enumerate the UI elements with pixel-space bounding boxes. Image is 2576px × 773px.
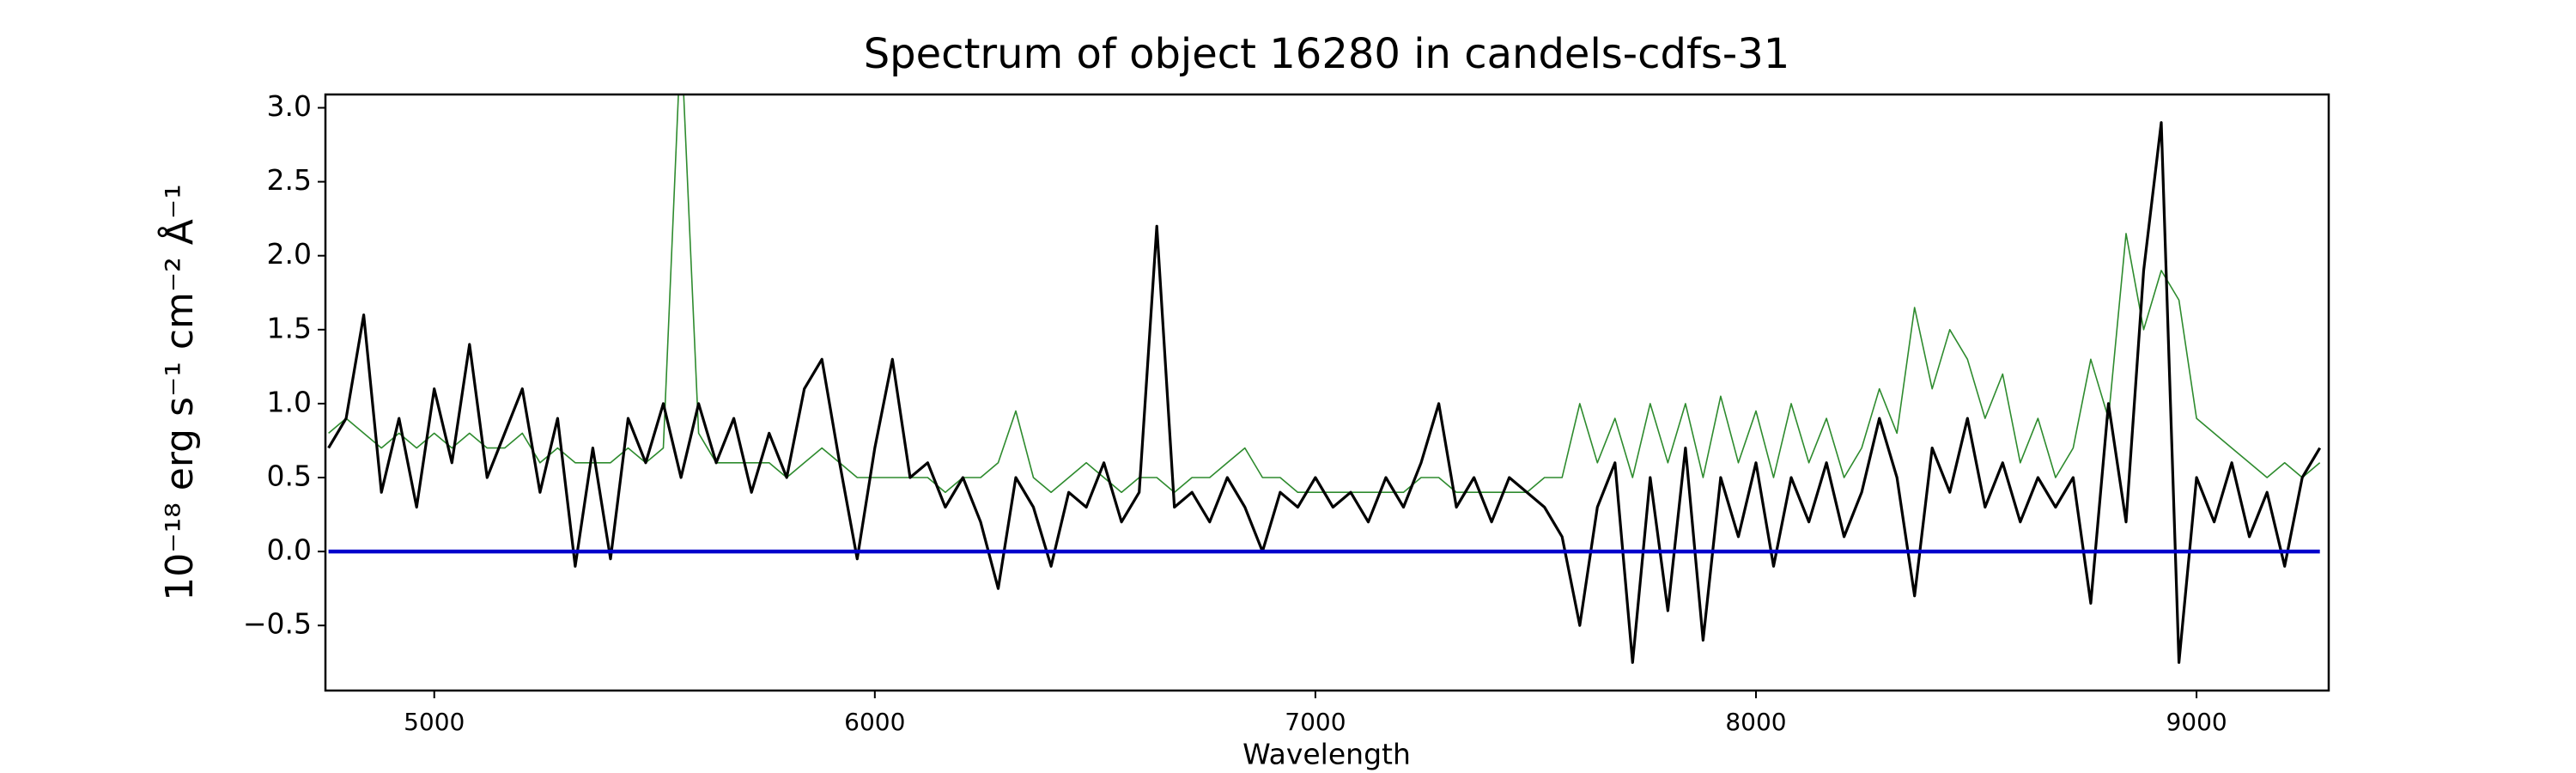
spectrum-line: [327, 121, 2322, 664]
x-tick-label: 9000: [2166, 708, 2227, 736]
y-axis-label: 10⁻¹⁸ erg s⁻¹ cm⁻² Å⁻¹: [156, 184, 202, 600]
plot-frame: [324, 93, 2330, 692]
x-tick-label: 6000: [844, 708, 905, 736]
y-tick-label: −0.5: [243, 607, 312, 641]
chart-title: Spectrum of object 16280 in candels-cdfs…: [864, 30, 1790, 78]
y-tick-label: 2.0: [267, 237, 312, 271]
y-tick-label: 1.0: [267, 385, 312, 418]
x-axis-label: Wavelength: [1242, 738, 1411, 771]
y-tick-label: 2.5: [267, 163, 312, 197]
x-tick-label: 5000: [404, 708, 465, 736]
y-tick-label: 0.0: [267, 533, 312, 567]
x-tick-label: 8000: [1725, 708, 1786, 736]
y-tick-label: 0.5: [267, 460, 312, 493]
y-tick-label: 3.0: [267, 89, 312, 123]
x-tick-label: 7000: [1285, 708, 1346, 736]
y-tick-label: 1.5: [267, 311, 312, 344]
plot-area: [327, 94, 2322, 664]
